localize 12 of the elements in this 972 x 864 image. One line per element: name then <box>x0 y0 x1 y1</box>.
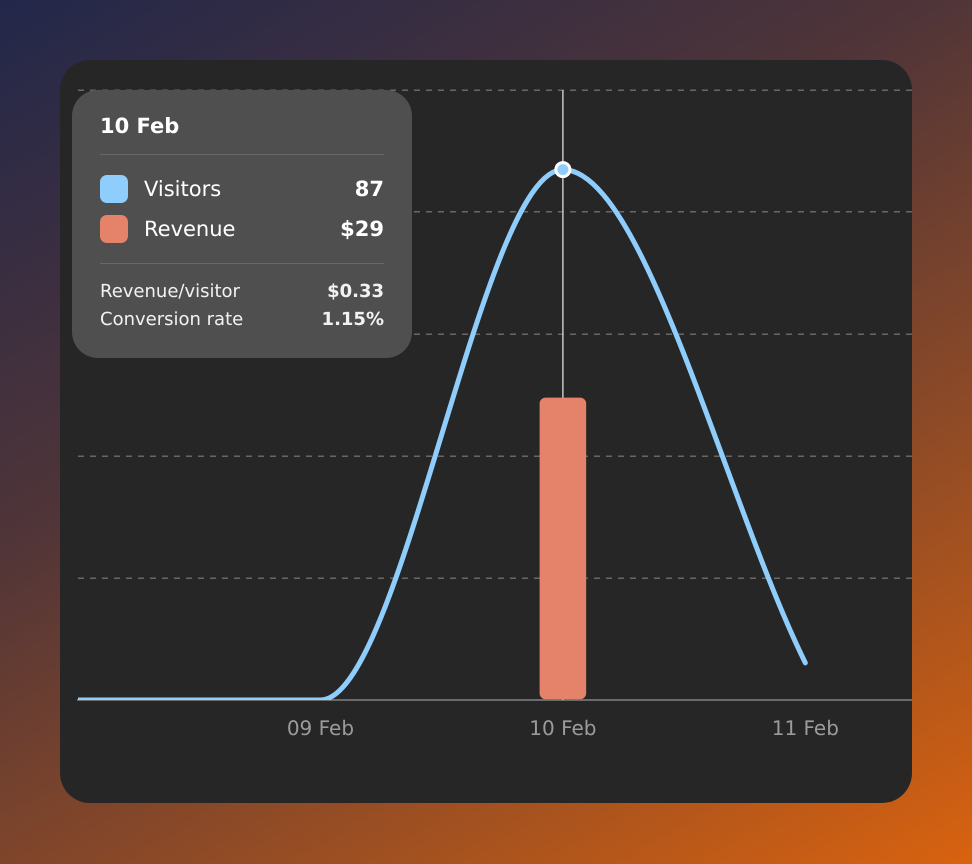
legend-label: Visitors <box>144 177 222 201</box>
annotation: 87 <box>354 177 384 201</box>
annotation: Revenue/visitor <box>100 280 240 304</box>
annotation: $29 <box>340 217 384 241</box>
annotation: Conversion rate <box>100 308 244 332</box>
x-tick-label: 09 Feb <box>286 716 354 740</box>
x-tick-label: 10 Feb <box>529 716 596 740</box>
annotation: 1.15% <box>322 308 384 332</box>
text: 10 Feb <box>100 114 180 138</box>
x-tick-label: 11 Feb <box>772 716 839 740</box>
annotation: $0.33 <box>327 280 384 304</box>
legend-label: Revenue <box>144 217 236 241</box>
